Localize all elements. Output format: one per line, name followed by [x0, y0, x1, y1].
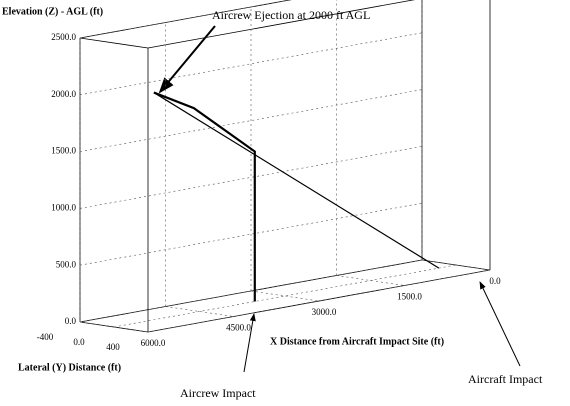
- z-tick-label: 1500.0: [51, 146, 76, 156]
- y-tick-label: 400: [106, 342, 120, 352]
- x-tick-label: 4500.0: [226, 323, 251, 333]
- z-tick-label: 500.0: [56, 259, 77, 269]
- z-axis-label: Elevation (Z) - AGL (ft): [2, 6, 103, 17]
- trajectory: [153, 91, 256, 302]
- grid-line: [421, 259, 491, 271]
- annotation: Aircrew Ejection at 2000 ft AGL: [212, 8, 370, 22]
- x-tick-label: 0.0: [489, 276, 501, 286]
- z-tick-label: 0.0: [65, 316, 77, 326]
- grid-line: [250, 290, 320, 302]
- annotation: Aircraft Impact: [468, 372, 543, 386]
- box-edge: [79, 0, 292, 39]
- grid-line: [165, 306, 234, 317]
- arrow: [243, 313, 256, 373]
- arrow: [158, 25, 216, 94]
- grid-line: [336, 275, 405, 286]
- arrow: [479, 281, 521, 367]
- box-edge: [147, 0, 416, 49]
- trajectory: [153, 92, 440, 269]
- x-axis-label: X Distance from Aircraft Impact Site (ft…: [270, 336, 444, 347]
- y-axis-label: Lateral (Y) Distance (ft): [18, 362, 121, 373]
- grid-line: [79, 321, 149, 333]
- z-tick-label: 1000.0: [51, 202, 76, 212]
- x-tick-label: 1500.0: [397, 292, 422, 302]
- z-tick-label: 2500.0: [51, 32, 76, 42]
- z-tick-label: 2000.0: [51, 89, 76, 99]
- y-tick-label: -400: [37, 332, 54, 342]
- box-edge: [79, 37, 149, 49]
- box-edge: [147, 269, 491, 333]
- x-tick-label: 6000.0: [141, 338, 166, 348]
- y-tick-label: 0.0: [73, 337, 85, 347]
- x-tick-label: 3000.0: [312, 307, 337, 317]
- annotation: Aircrew Impact: [180, 386, 256, 400]
